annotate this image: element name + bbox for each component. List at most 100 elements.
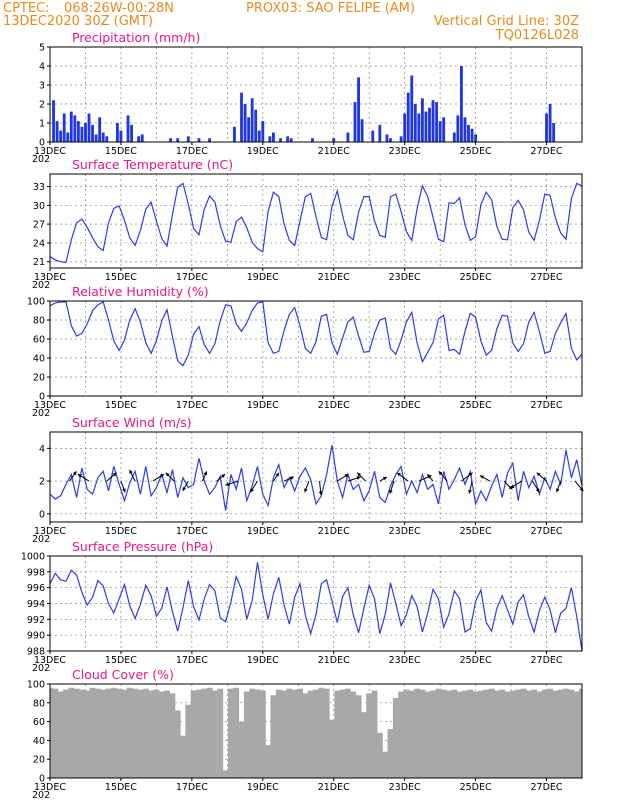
y-tick-label: 100 [27,297,45,308]
precip-bar [62,113,66,142]
x-tick-label: 27DEC [531,655,563,666]
cloud-bar [520,688,527,778]
precip-bar [130,124,133,142]
y-tick-label: 998 [27,567,45,578]
cloud-bar [233,687,240,778]
y-tick-label: 24 [33,238,45,249]
y-tick-label: 2 [39,477,45,488]
cloud-bar [291,689,298,778]
header-coords: 068:26W-00:28N [64,1,174,16]
precip-bar [94,134,98,142]
precip-bar [406,92,410,142]
wind-vector-head [72,471,77,476]
cloud-bar [302,693,309,778]
x-year-label: 202 [32,154,50,165]
precip-bar [431,100,435,142]
wind-vector-head [129,469,133,474]
x-tick-label: 13DEC [34,526,66,537]
precip-bar [55,121,59,142]
cloud-bar [286,688,293,778]
precip-bar [413,104,417,142]
y-tick-label: 40 [33,354,45,365]
cloud-bar [573,691,580,778]
cloud-bar [419,689,426,778]
precip-bar [353,102,357,142]
precip-bar [240,92,243,142]
precip-bar [98,117,102,142]
cloud-bar [84,690,91,778]
precip-bar [545,113,548,142]
y-tick-label: 996 [27,583,45,594]
wind-vector-head [397,472,401,477]
x-tick-label: 19DEC [247,272,279,283]
x-tick-label: 17DEC [176,526,208,537]
cloud-bar [249,688,256,778]
cloud-bar [270,695,277,778]
precip-bar [247,117,251,142]
x-tick-label: 15DEC [105,400,137,411]
y-tick-label: 30 [33,201,45,212]
wind-vector-head [112,472,117,477]
cloud-bar [281,690,288,778]
cloud-bar [446,690,452,778]
x-tick-label: 23DEC [389,526,421,537]
x-year-label: 202 [32,408,50,419]
wind-vector-head [250,488,254,493]
x-tick-label: 27DEC [531,400,563,411]
wind-vector-head [318,491,323,496]
cloud-bar [552,690,559,778]
y-tick-label: 33 [33,182,45,193]
y-tick-label: 990 [27,631,45,642]
precip-bar [250,98,254,142]
series-line [49,301,583,367]
cloud-bar [110,687,117,778]
cloud-bar [121,689,128,778]
x-tick-label: 19DEC [247,146,279,157]
cloud-bar [451,689,458,778]
y-tick-label: 3 [39,81,45,92]
cloud-bar [414,688,421,778]
y-tick-label: 992 [27,615,45,626]
cloud-bar [313,689,319,778]
x-tick-label: 17DEC [176,655,208,666]
header-code: TQ0126L028 [495,28,579,43]
cloud-bar [477,690,484,778]
cloud-bar [132,688,139,778]
y-tick-label: 80 [33,316,45,327]
wind-vector-head [344,474,349,478]
wind-vector-head [468,489,472,494]
panel-frame [49,431,583,523]
y-tick-label: 994 [27,599,45,610]
y-tick-label: 5 [39,43,45,54]
cloud-bar [536,691,543,778]
y-tick-label: 21 [33,257,45,268]
cloud-bar [547,688,554,778]
y-tick-label: 80 [33,698,45,709]
x-year-label: 202 [32,790,50,800]
cloud-bar [68,687,75,778]
cloud-bar [307,690,314,778]
x-tick-label: 15DEC [105,782,137,793]
panel-frame [49,300,583,397]
precip-bar [137,136,141,142]
precip-bar [463,117,467,142]
cloud-bar [355,695,362,778]
precip-bar [105,136,109,142]
cloud-bar [408,690,415,778]
series-line [49,444,583,511]
cloud-bar [217,688,224,778]
precip-bar [87,113,91,142]
precip-bar [332,138,336,142]
precip-bar [389,138,392,142]
cloud-bar [371,690,378,778]
cloud-bar [238,721,245,778]
panel-3: 0 2 4 13DEC 15DEC 17DEC 19DEC 21DEC 23DEC 25DEC 27… [32,415,584,545]
cloud-bar [185,704,192,778]
wind-vector-head [536,472,541,477]
panel-title: Precipitation (mm/h) [72,30,200,45]
y-tick-label: 27 [33,220,45,231]
x-tick-label: 13DEC [34,782,66,793]
panel-frame [49,555,583,652]
x-tick-label: 19DEC [247,655,279,666]
cloud-bar [531,689,538,778]
